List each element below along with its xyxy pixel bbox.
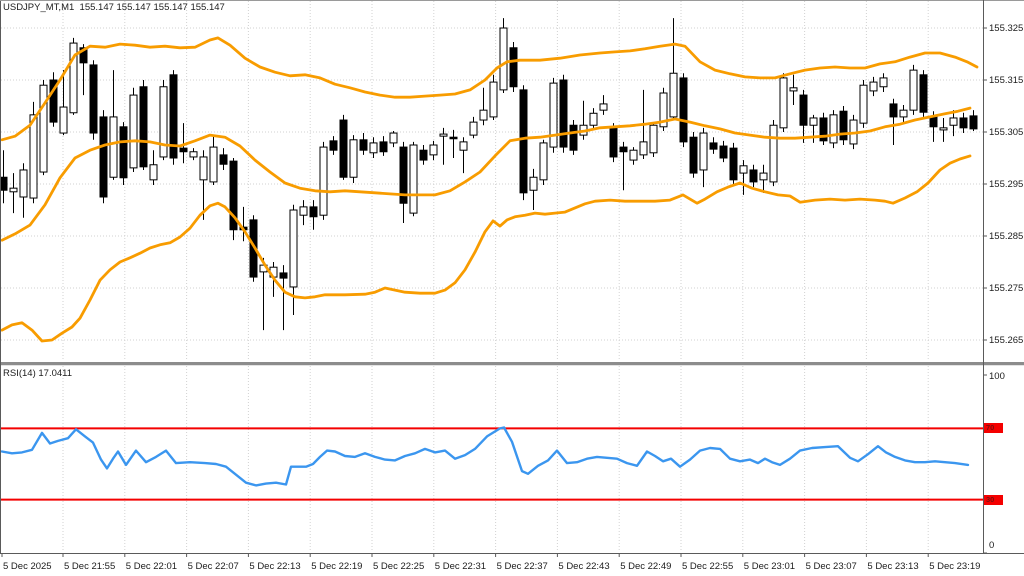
- time-scale[interactable]: 5 Dec 2025 5 Dec 21:55 5 Dec 22:01 5 Dec 22…: [0, 554, 1024, 576]
- symbol-period-label: USDJPY_MT,M1: [3, 2, 75, 13]
- price-axis-label: 155.325: [989, 22, 1024, 34]
- bollinger-lower-line: [0, 154, 972, 343]
- panel-separator[interactable]: [0, 362, 1024, 365]
- rsi-line: [0, 426, 970, 487]
- price-scale[interactable]: 155.325 155.315 155.305 155.295 155.285 155.2…: [984, 0, 1024, 553]
- rsi-value: 17.0411: [38, 368, 73, 379]
- time-axis-label: 5 Dec 22:19: [311, 561, 363, 572]
- time-axis-label: 5 Dec 22:25: [373, 561, 425, 572]
- time-axis-label: 5 Dec 21:55: [64, 561, 116, 572]
- rsi-level-30-tag: 30: [984, 494, 1003, 505]
- rsi-name: RSI(14): [3, 368, 36, 379]
- bollinger-upper-line: [0, 36, 979, 142]
- axes: [0, 0, 1024, 557]
- rsi-axis-label: 0: [989, 540, 995, 551]
- rsi-indicator-label: RSI(14) 17.0411: [3, 368, 72, 379]
- time-axis-label: 5 Dec 23:13: [867, 561, 919, 572]
- candle-series: [0, 18, 978, 331]
- price-axis-label: 155.265: [989, 334, 1024, 346]
- time-axis-label: 5 Dec 22:13: [249, 561, 301, 572]
- time-axis-label: 5 Dec 22:31: [434, 561, 487, 572]
- rsi-panel[interactable]: [0, 426, 1001, 501]
- time-axis-label: 5 Dec 22:37: [496, 561, 548, 572]
- time-axis-label: 5 Dec 23:01: [743, 561, 796, 572]
- time-axis-label: 5 Dec 22:01: [125, 561, 178, 572]
- rsi-axis-label: 100: [989, 371, 1005, 382]
- rsi-level-70-tag: 70: [984, 423, 1003, 434]
- time-axis-label: 5 Dec 22:07: [187, 561, 239, 572]
- price-axis-label: 155.275: [989, 282, 1024, 294]
- symbol-ohlc-title: USDJPY_MT,M1 155.147 155.147 155.147 155…: [3, 2, 225, 13]
- time-axis-label: 5 Dec 23:07: [805, 561, 857, 572]
- main-chart-panel[interactable]: [0, 18, 979, 343]
- time-axis-label: 5 Dec 22:55: [682, 561, 734, 572]
- bollinger-middle-line: [0, 106, 972, 242]
- time-axis-label: 5 Dec 23:19: [929, 561, 981, 572]
- price-axis-label: 155.315: [989, 74, 1024, 86]
- price-axis-label: 155.285: [989, 230, 1024, 242]
- bollinger-bands: [0, 36, 979, 343]
- price-axis-label: 155.295: [989, 178, 1024, 190]
- time-axis-label: 5 Dec 2025: [3, 561, 52, 572]
- price-axis-label: 155.305: [989, 126, 1024, 138]
- time-axis-label: 5 Dec 22:43: [558, 561, 610, 572]
- ohlc-values: 155.147 155.147 155.147 155.147: [74, 2, 225, 13]
- time-axis-label: 5 Dec 22:49: [620, 561, 672, 572]
